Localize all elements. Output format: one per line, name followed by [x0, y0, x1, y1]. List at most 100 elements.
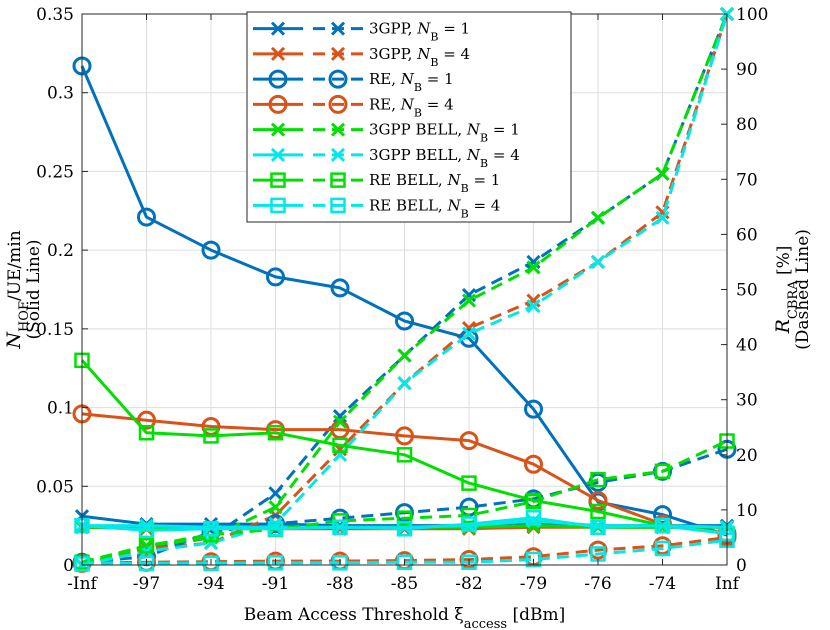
y-left-label: NHOF/UE/min (Solid Line) [3, 230, 44, 349]
marker-cbra-bell-3gpp-nb1 [268, 500, 283, 515]
y-right-tick-label: 50 [736, 281, 758, 301]
y-left-tick-label: 0.35 [36, 5, 74, 25]
marker-cbra-bell-re-nb4 [267, 555, 284, 571]
legend-box [246, 11, 572, 223]
y-right-tick-label: 10 [736, 501, 758, 521]
marker-hof-bell-re-nb4 [138, 522, 155, 539]
line-hof-bell-re-nb1 [80, 359, 728, 535]
marker-cbra-bell-3gpp-nb4 [397, 376, 412, 391]
legend-entry-bell-3gpp-nb1: 3GPP BELL, NB = 1 [253, 121, 520, 145]
marker-hof-re-nb1 [266, 267, 285, 287]
y-left-tick-label: 0.1 [47, 399, 74, 419]
legend-solid-marker [270, 21, 286, 36]
marker-hof-bell-re-nb1 [332, 437, 348, 454]
marker-hof-re-nb4 [266, 420, 285, 440]
marker-cbra-3gpp-nb1 [332, 409, 348, 424]
y-left-tick-label: 0 [63, 556, 74, 576]
marker-cbra-3gpp-nb4 [526, 293, 541, 308]
marker-cbra-bell-3gpp-nb4 [461, 326, 477, 341]
marker-cbra-bell-3gpp-nb1 [397, 348, 412, 363]
y-right-tick-label: 0 [736, 556, 747, 576]
legend-label: 3GPP BELL, NB = 1 [369, 121, 520, 145]
y-right-label-note: (Dashed Line) [793, 229, 813, 350]
marker-cbra-bell-3gpp-nb4 [590, 254, 606, 270]
marker-cbra-re-nb4 [588, 540, 608, 560]
y-right-tick-label: 80 [736, 115, 758, 135]
line-cbra-bell-re-nb4 [81, 538, 728, 566]
legend-entry-3gpp-nb4: 3GPP, NB = 4 [253, 45, 470, 68]
marker-hof-bell-re-nb4 [654, 517, 671, 534]
x-tick-label: -79 [520, 574, 547, 594]
x-tick-label: -Inf [67, 574, 98, 594]
y-left-tick-label: 0.05 [36, 477, 74, 497]
legend-solid-marker [270, 46, 286, 61]
x-tick-label: -88 [326, 574, 353, 594]
x-tick-label: -91 [262, 574, 289, 594]
x-tick-label: -97 [133, 574, 160, 594]
line-hof-re-nb1 [80, 65, 728, 537]
marker-hof-re-nb4 [588, 490, 608, 510]
marker-cbra-bell-3gpp-nb1 [590, 210, 606, 225]
legend-entry-bell-3gpp-nb4: 3GPP BELL, NB = 4 [253, 146, 520, 170]
legend-label: RE BELL, NB = 4 [369, 196, 500, 220]
y-left-tick-label: 0.2 [47, 241, 74, 261]
y-left-label-note: (Solid Line) [24, 239, 44, 339]
y-left-tick-label: 0.15 [36, 320, 74, 340]
marker-hof-bell-re-nb4 [267, 521, 284, 537]
y-right-label: RCBRA [%] (Dashed Line) [772, 229, 813, 350]
marker-cbra-bell-re-nb4 [461, 554, 477, 570]
marker-cbra-re-nb1 [653, 461, 672, 481]
y-right-tick-label: 100 [736, 5, 768, 25]
y-left-tick-label: 0.3 [47, 84, 74, 104]
legend-entry-re-nb4: RE, NB = 4 [253, 94, 454, 119]
x-tick-label: -82 [455, 574, 482, 594]
legend-label: 3GPP BELL, NB = 4 [369, 146, 520, 170]
marker-cbra-bell-re-nb4 [525, 551, 542, 568]
y-left-tick-label: 0.25 [36, 162, 74, 182]
y-left-label-main: NHOF/UE/min [3, 230, 32, 349]
marker-cbra-3gpp-nb1 [268, 486, 283, 501]
marker-cbra-bell-re-nb1 [138, 537, 155, 554]
legend-dashed-marker [330, 147, 346, 162]
x-tick-label: -94 [197, 574, 224, 594]
marker-cbra-bell-re-nb1 [590, 471, 606, 488]
marker-hof-re-nb1 [524, 399, 543, 419]
marker-cbra-3gpp-nb1 [526, 254, 541, 270]
marker-cbra-bell-3gpp-nb4 [203, 535, 219, 551]
legend-dashed-marker [328, 94, 348, 114]
tick-labels: -Inf -97 -94 -91 -88 -85 -82 -79 -76 -74 Inf00.050… [36, 5, 768, 594]
legend-dashed-marker [330, 46, 346, 61]
legend-solid-marker [270, 197, 286, 214]
legend-label: RE, NB = 1 [369, 70, 454, 94]
x-tick-label: -85 [391, 574, 418, 594]
marker-cbra-bell-3gpp-nb4 [526, 298, 541, 314]
marker-hof-bell-re-nb4 [461, 516, 477, 532]
y-right-tick-label: 90 [736, 60, 758, 80]
y-right-tick-label: 40 [736, 336, 758, 356]
legend-dashed-marker [330, 197, 346, 214]
series-bell-re-nb4 [74, 510, 735, 572]
legend-solid-marker [270, 147, 286, 162]
marker-hof-re-nb4 [137, 410, 156, 430]
marker-hof-bell-re-nb1 [267, 425, 284, 441]
line-hof-re-nb4 [81, 412, 728, 535]
marker-cbra-bell-3gpp-nb1 [655, 166, 670, 181]
marker-cbra-bell-re-nb4 [332, 555, 348, 571]
marker-hof-bell-re-nb1 [590, 503, 606, 520]
x-tick-label: -76 [584, 574, 611, 594]
marker-hof-bell-re-nb4 [525, 510, 542, 526]
marker-cbra-bell-re-nb4 [396, 554, 413, 570]
y-right-tick-label: 20 [736, 446, 758, 466]
marker-cbra-bell-3gpp-nb1 [332, 414, 348, 429]
marker-hof-bell-re-nb1 [203, 428, 219, 444]
legend-solid-marker [270, 172, 286, 188]
marker-cbra-re-nb1 [395, 503, 414, 523]
marker-hof-re-nb1 [330, 278, 350, 298]
line-hof-bell-re-nb4 [81, 516, 728, 535]
legend-dashed-marker [330, 172, 346, 188]
legend-entry-re-nb1: RE, NB = 1 [253, 69, 454, 94]
legend-label: RE, NB = 4 [369, 95, 454, 119]
marker-cbra-bell-re-nb1 [525, 493, 542, 510]
